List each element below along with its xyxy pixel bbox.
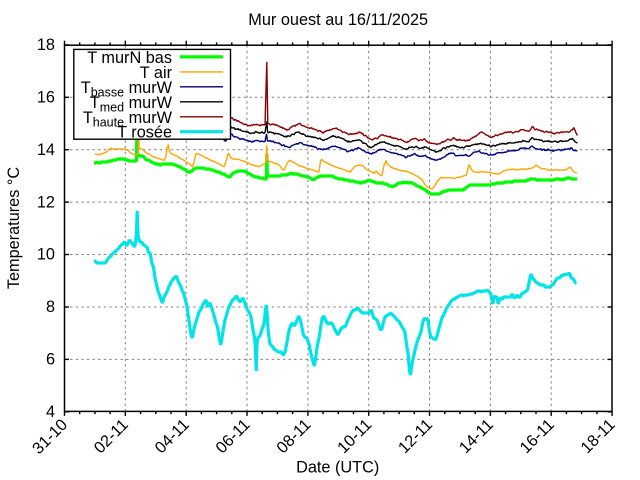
svg-text:02-11: 02-11 [91, 416, 132, 457]
svg-text:T rosée: T rosée [117, 124, 172, 142]
svg-text:6: 6 [46, 351, 55, 369]
svg-text:04-11: 04-11 [152, 416, 193, 457]
svg-text:18: 18 [37, 36, 55, 54]
svg-text:12: 12 [37, 193, 55, 211]
svg-text:14-11: 14-11 [456, 416, 497, 457]
svg-text:18-11: 18-11 [577, 416, 618, 457]
svg-text:Mur ouest au 16/11/2025: Mur ouest au 16/11/2025 [248, 11, 428, 29]
svg-text:31-10: 31-10 [29, 416, 71, 458]
svg-text:16: 16 [37, 88, 55, 106]
svg-text:T murN bas: T murN bas [87, 49, 172, 67]
svg-text:4: 4 [46, 403, 55, 421]
svg-text:Date (UTC): Date (UTC) [296, 458, 379, 476]
svg-text:8: 8 [46, 298, 55, 316]
svg-text:08-11: 08-11 [273, 416, 314, 457]
svg-text:16-11: 16-11 [517, 416, 558, 457]
svg-text:14: 14 [37, 141, 55, 159]
svg-text:10-11: 10-11 [334, 416, 375, 457]
svg-text:06-11: 06-11 [212, 416, 253, 457]
svg-text:12-11: 12-11 [395, 416, 436, 457]
svg-text:Temperatures °C: Temperatures °C [5, 167, 23, 290]
svg-text:10: 10 [37, 246, 55, 264]
svg-text:T air: T air [140, 64, 173, 82]
